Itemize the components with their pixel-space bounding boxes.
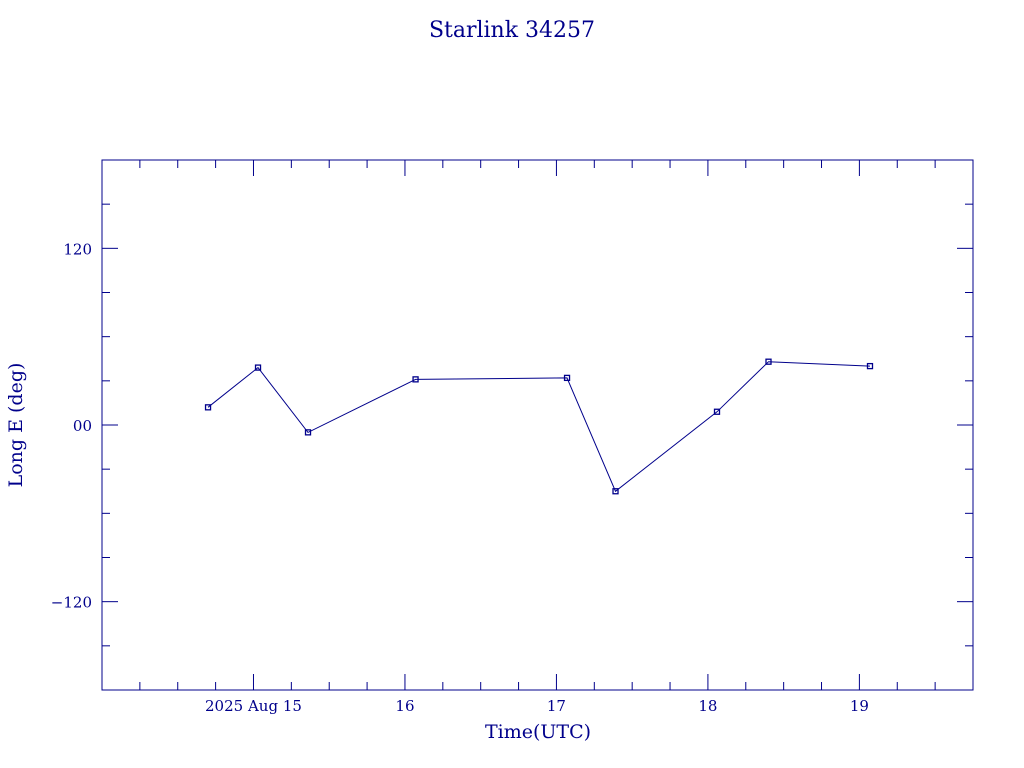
y-tick-label: 120 xyxy=(63,240,92,258)
y-axis-label: Long E (deg) xyxy=(5,363,27,488)
data-point xyxy=(254,364,262,371)
data-point xyxy=(866,362,874,370)
plot-frame xyxy=(101,159,974,691)
data-point xyxy=(713,408,721,415)
data-point xyxy=(204,404,212,411)
chart-title: Starlink 34257 xyxy=(429,18,595,43)
data-point xyxy=(304,429,312,436)
x-tick-label: 17 xyxy=(547,697,566,715)
y-tick-label: −120 xyxy=(51,594,92,612)
data-point xyxy=(765,358,772,365)
x-tick-label: 18 xyxy=(698,697,717,715)
axis-ticks xyxy=(102,160,973,690)
x-tick-label: 16 xyxy=(395,697,414,715)
y-tick-label: 00 xyxy=(73,417,92,435)
series-line xyxy=(207,361,871,493)
data-point xyxy=(412,376,419,383)
axis-tick-labels: 120 00 −120 2025 Aug 15 16 17 18 19 xyxy=(51,240,869,715)
series-group xyxy=(204,358,874,495)
data-point xyxy=(563,374,571,382)
x-tick-label: 2025 Aug 15 xyxy=(205,697,302,715)
data-point xyxy=(612,488,619,495)
x-tick-label: 19 xyxy=(850,697,869,715)
x-axis-label: Time(UTC) xyxy=(485,721,591,743)
